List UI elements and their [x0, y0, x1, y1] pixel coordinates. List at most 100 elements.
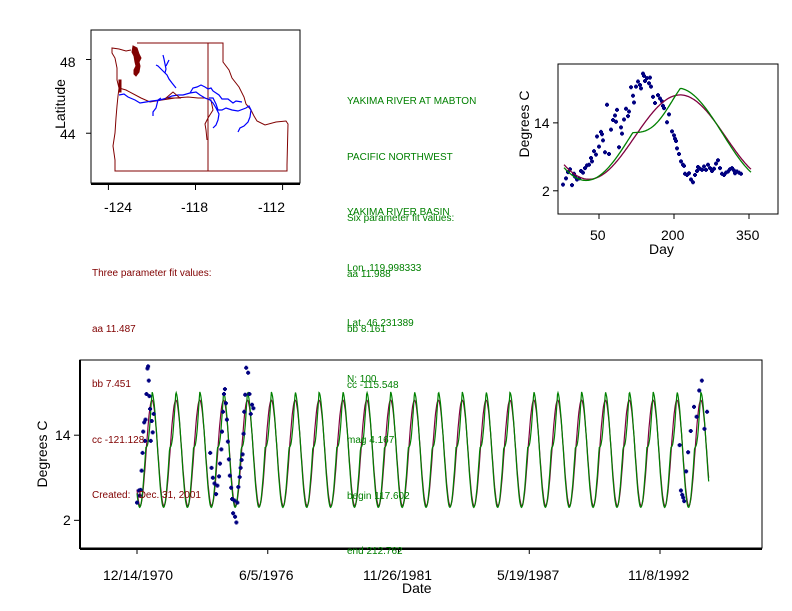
seasonal-data-point	[570, 183, 574, 188]
timeseries-data-point	[218, 461, 223, 466]
station-name: YAKIMA RIVER AT MABTON	[347, 96, 477, 107]
timeseries-data-point	[677, 443, 682, 448]
seasonal-data-point	[624, 106, 628, 111]
timeseries-x-axis-label: Date	[402, 580, 432, 596]
seasonal-data-point	[691, 180, 695, 185]
timeseries-data-point	[244, 365, 249, 370]
map-xtick-label-118: -118	[181, 199, 208, 215]
timeseries-data-point	[149, 419, 154, 424]
timeseries-data-point	[678, 488, 683, 493]
three-param-title: Three parameter fit values:	[92, 268, 212, 279]
seasonal-data-point	[656, 93, 660, 98]
seasonal-y-axis-label: Degrees C	[516, 90, 532, 158]
seasonal-data-point	[634, 84, 638, 89]
timeseries-data-point	[247, 392, 252, 397]
timeseries-data-point	[148, 406, 153, 411]
timeseries-data-point	[686, 450, 691, 455]
timeseries-data-point	[250, 402, 255, 407]
seasonal-data-point	[609, 127, 613, 132]
seasonal-data-point	[581, 170, 585, 175]
station-marker	[164, 91, 182, 99]
timeseries-data-point	[215, 483, 220, 488]
six-param-aa: aa 11.988	[347, 268, 391, 280]
timeseries-data-point	[229, 485, 234, 490]
six-param-begin: begin 117.602	[347, 490, 410, 502]
seasonal-six-param-curve	[563, 87, 752, 182]
three-param-bb: bb 7.451	[92, 379, 131, 390]
timeseries-data-point	[684, 469, 689, 474]
seasonal-data-point	[613, 113, 617, 118]
seasonal-data-point	[619, 125, 623, 130]
map-state-borders	[111, 42, 289, 172]
timeseries-data-point	[688, 428, 693, 433]
seasonal-xtick-label-350: 350	[736, 227, 760, 243]
timeseries-data-point	[232, 498, 237, 503]
timeseries-data-point	[208, 450, 213, 455]
timeseries-data-point	[694, 414, 699, 419]
seasonal-data-point	[622, 117, 626, 122]
timeseries-data-point	[140, 450, 145, 455]
timeseries-data-point	[241, 431, 246, 436]
timeseries-data-point	[224, 417, 229, 422]
timeseries-data-point	[225, 439, 230, 444]
timeseries-ytick-label-2: 2	[63, 512, 71, 528]
timeseries-data-point	[139, 468, 144, 473]
timeseries-data-point	[239, 458, 244, 463]
seasonal-data-point	[693, 172, 697, 177]
timeseries-data-point	[148, 438, 153, 443]
timeseries-data-point	[234, 520, 239, 525]
seasonal-xtick-label-50: 50	[590, 227, 606, 243]
timeseries-data-point	[705, 409, 710, 414]
seasonal-data-point	[592, 149, 596, 154]
timeseries-xtick-label-1987: 5/19/1987	[497, 567, 560, 583]
timeseries-data-point	[219, 429, 224, 434]
seasonal-data-point	[718, 166, 722, 171]
timeseries-data-point	[142, 420, 147, 425]
timeseries-data-point	[233, 514, 238, 519]
six-param-block: Six parameter fit values: aa 11.988 bb 8…	[347, 173, 454, 580]
location-map	[86, 29, 301, 190]
timeseries-data-point	[222, 387, 227, 392]
seasonal-data-point	[674, 138, 678, 143]
three-param-aa: aa 11.487	[92, 323, 136, 335]
seasonal-ytick-label-2: 2	[542, 183, 550, 199]
seasonal-data-point	[648, 75, 652, 80]
timeseries-data-point	[146, 364, 151, 369]
map-xtick-label-112: -112	[258, 199, 285, 215]
seasonal-data-point	[651, 94, 655, 99]
seasonal-data-point	[679, 159, 683, 164]
timeseries-data-point	[226, 457, 231, 462]
timeseries-data-point	[237, 475, 242, 480]
seasonal-data-point	[611, 118, 615, 123]
seasonal-data-point	[629, 85, 633, 90]
timeseries-data-point	[212, 481, 217, 486]
timeseries-data-point	[138, 487, 143, 492]
map-ytick-label-44: 44	[60, 126, 76, 142]
timeseries-data-point	[219, 447, 224, 452]
seasonal-data-point	[739, 171, 743, 176]
seasonal-data-point	[704, 167, 708, 172]
seasonal-data-point	[564, 176, 568, 181]
seasonal-data-point	[587, 162, 591, 167]
seasonal-data-point	[716, 158, 720, 163]
seasonal-data-point	[605, 102, 609, 107]
timeseries-xtick-label-1992: 11/8/1992	[628, 567, 690, 583]
seasonal-data-point	[665, 120, 669, 125]
seasonal-data-point	[561, 182, 565, 187]
timeseries-data-point	[143, 417, 148, 422]
timeseries-data-point	[682, 499, 687, 504]
station-lon: Lon. 119.998333	[347, 262, 422, 274]
timeseries-data-point	[223, 401, 228, 406]
seasonal-data-point	[632, 100, 636, 105]
seasonal-data-point	[712, 166, 716, 171]
seasonal-data-point	[702, 164, 706, 169]
timeseries-data-point	[236, 484, 241, 489]
seasonal-data-point	[601, 138, 605, 143]
seasonal-xtick-label-200: 200	[661, 227, 685, 243]
timeseries-data-point	[209, 465, 214, 470]
seasonal-data-point	[626, 114, 630, 119]
six-param-bb: bb 8.161	[347, 324, 386, 335]
seasonal-data-point	[677, 152, 681, 156]
timeseries-data-point	[227, 473, 232, 478]
station-lat: Lat. 46.231389	[347, 318, 414, 329]
